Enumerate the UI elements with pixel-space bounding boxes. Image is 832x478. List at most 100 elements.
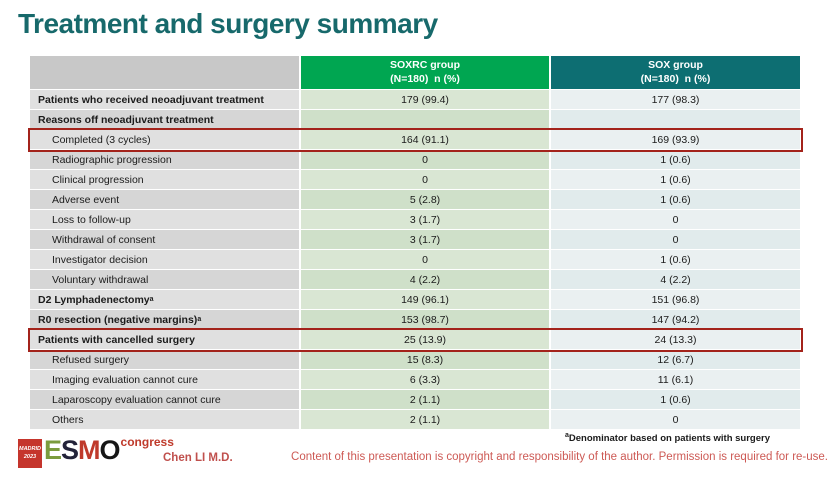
- soxrc-value: 5 (2.8): [301, 190, 549, 209]
- slide-title: Treatment and surgery summary: [18, 8, 438, 39]
- row-label-text: Reasons off neoadjuvant treatment: [38, 113, 214, 126]
- soxrc-value: 0: [301, 170, 549, 189]
- table-row: Loss to follow-up 3 (1.7) 0: [30, 210, 800, 229]
- soxrc-value: 6 (3.3): [301, 370, 549, 389]
- table-row: Imaging evaluation cannot cure 6 (3.3) 11 …: [30, 370, 800, 389]
- row-label-text: D2 Lymphadenectomy: [38, 293, 150, 306]
- soxrc-value: 2 (1.1): [301, 390, 549, 409]
- madrid-label: MADRID: [19, 446, 41, 453]
- table-row: Reasons off neoadjuvant treatment: [30, 110, 800, 129]
- table-row: Completed (3 cycles) 164 (91.1) 169 (93.9): [28, 127, 803, 152]
- soxrc-value: 3 (1.7): [301, 210, 549, 229]
- table-row: Voluntary withdrawal 4 (2.2) 4 (2.2): [30, 270, 800, 289]
- row-label: Completed (3 cycles): [30, 130, 299, 149]
- row-label: Clinical progression: [30, 170, 299, 189]
- esmo-logo-text: ESMO: [44, 435, 121, 465]
- header-empty-cell: [30, 56, 299, 89]
- sox-value: 1 (0.6): [551, 390, 800, 409]
- soxrc-value: 149 (96.1): [301, 290, 549, 309]
- sox-value: 151 (96.8): [551, 290, 800, 309]
- footnote-sup: a: [564, 431, 569, 439]
- header-soxrc-line1: SOXRC group: [390, 58, 460, 71]
- soxrc-value: 153 (98.7): [301, 310, 549, 329]
- row-label-text: Loss to follow-up: [52, 213, 131, 226]
- footnote: aDenominator based on patients with surg…: [564, 431, 770, 444]
- esmo-congress-logo: MADRID 2023 ESMO congress: [18, 435, 174, 468]
- row-label-text: Investigator decision: [52, 253, 148, 266]
- row-label: Radiographic progression: [30, 150, 299, 169]
- table-row: R0 resection (negative margins) a 153 (98.…: [30, 310, 800, 329]
- sox-value: [551, 110, 800, 129]
- sox-value: 1 (0.6): [551, 150, 800, 169]
- row-label: Investigator decision: [30, 250, 299, 269]
- sox-value: 4 (2.2): [551, 270, 800, 289]
- table-row: Others 2 (1.1) 0: [30, 410, 800, 429]
- row-label: Adverse event: [30, 190, 299, 209]
- footnote-text: Denominator based on patients with surge…: [568, 433, 770, 444]
- row-label-text: Voluntary withdrawal: [52, 273, 149, 286]
- row-label-text: Imaging evaluation cannot cure: [52, 373, 198, 386]
- soxrc-value: 179 (99.4): [301, 90, 549, 109]
- treatment-summary-table: SOXRC group (N=180) n (%) SOX group (N=1…: [28, 56, 803, 430]
- row-label: Reasons off neoadjuvant treatment: [30, 110, 299, 129]
- soxrc-value: 164 (91.1): [301, 130, 549, 149]
- table-header-row: SOXRC group (N=180) n (%) SOX group (N=1…: [30, 56, 800, 89]
- row-label-text: Refused surgery: [52, 353, 130, 366]
- soxrc-value: 2 (1.1): [301, 410, 549, 429]
- header-sox-group: SOX group (N=180) n (%): [551, 56, 800, 89]
- row-label-text: Completed (3 cycles): [52, 133, 151, 146]
- row-label-text: Adverse event: [52, 193, 120, 206]
- row-label: Imaging evaluation cannot cure: [30, 370, 299, 389]
- row-label-text: Patients who received neoadjuvant treatm…: [38, 93, 264, 106]
- row-label-text: Withdrawal of consent: [52, 233, 156, 246]
- sox-value: 0: [551, 410, 800, 429]
- sox-value: 177 (98.3): [551, 90, 800, 109]
- soxrc-value: 4 (2.2): [301, 270, 549, 289]
- madrid-2023-badge: MADRID 2023: [18, 439, 42, 468]
- row-label: D2 Lymphadenectomy a: [30, 290, 299, 309]
- row-label: Laparoscopy evaluation cannot cure: [30, 390, 299, 409]
- row-label-text: Laparoscopy evaluation cannot cure: [52, 393, 221, 406]
- soxrc-value: 25 (13.9): [301, 330, 549, 349]
- header-soxrc-group: SOXRC group (N=180) n (%): [301, 56, 549, 89]
- table-body: Patients who received neoadjuvant treatm…: [28, 90, 803, 429]
- sox-value: 147 (94.2): [551, 310, 800, 329]
- soxrc-value: 3 (1.7): [301, 230, 549, 249]
- row-label: Withdrawal of consent: [30, 230, 299, 249]
- header-sox-line2: (N=180) n (%): [640, 72, 711, 85]
- sox-value: 1 (0.6): [551, 190, 800, 209]
- table-row: Clinical progression 0 1 (0.6): [30, 170, 800, 189]
- table-row: Laparoscopy evaluation cannot cure 2 (1.1…: [30, 390, 800, 409]
- sox-value: 12 (6.7): [551, 350, 800, 369]
- table-row: Investigator decision 0 1 (0.6): [30, 250, 800, 269]
- sox-value: 11 (6.1): [551, 370, 800, 389]
- row-label-text: Radiographic progression: [52, 153, 172, 166]
- author-name: Chen LI M.D.: [163, 452, 233, 464]
- row-label-text: Clinical progression: [52, 173, 144, 186]
- sox-value: 1 (0.6): [551, 250, 800, 269]
- row-label: Patients with cancelled surgery: [30, 330, 299, 349]
- row-label: Patients who received neoadjuvant treatm…: [30, 90, 299, 109]
- sox-value: 0: [551, 230, 800, 249]
- sox-value: 24 (13.3): [551, 330, 800, 349]
- row-label: R0 resection (negative margins) a: [30, 310, 299, 329]
- row-label: Loss to follow-up: [30, 210, 299, 229]
- copyright-notice: Content of this presentation is copyrigh…: [291, 451, 828, 463]
- row-label: Others: [30, 410, 299, 429]
- row-label-text: R0 resection (negative margins): [38, 313, 198, 326]
- soxrc-value: 0: [301, 250, 549, 269]
- table-row: Adverse event 5 (2.8) 1 (0.6): [30, 190, 800, 209]
- sox-value: 0: [551, 210, 800, 229]
- table-row: Refused surgery 15 (8.3) 12 (6.7): [30, 350, 800, 369]
- row-label: Voluntary withdrawal: [30, 270, 299, 289]
- sox-value: 1 (0.6): [551, 170, 800, 189]
- table-row: D2 Lymphadenectomy a 149 (96.1) 151 (96.8): [30, 290, 800, 309]
- header-sox-line1: SOX group: [648, 58, 703, 71]
- table-row: Radiographic progression 0 1 (0.6): [30, 150, 800, 169]
- soxrc-value: 15 (8.3): [301, 350, 549, 369]
- soxrc-value: 0: [301, 150, 549, 169]
- table-row: Patients who received neoadjuvant treatm…: [30, 90, 800, 109]
- table-row: Withdrawal of consent 3 (1.7) 0: [30, 230, 800, 249]
- row-label: Refused surgery: [30, 350, 299, 369]
- header-soxrc-line2: (N=180) n (%): [390, 72, 460, 85]
